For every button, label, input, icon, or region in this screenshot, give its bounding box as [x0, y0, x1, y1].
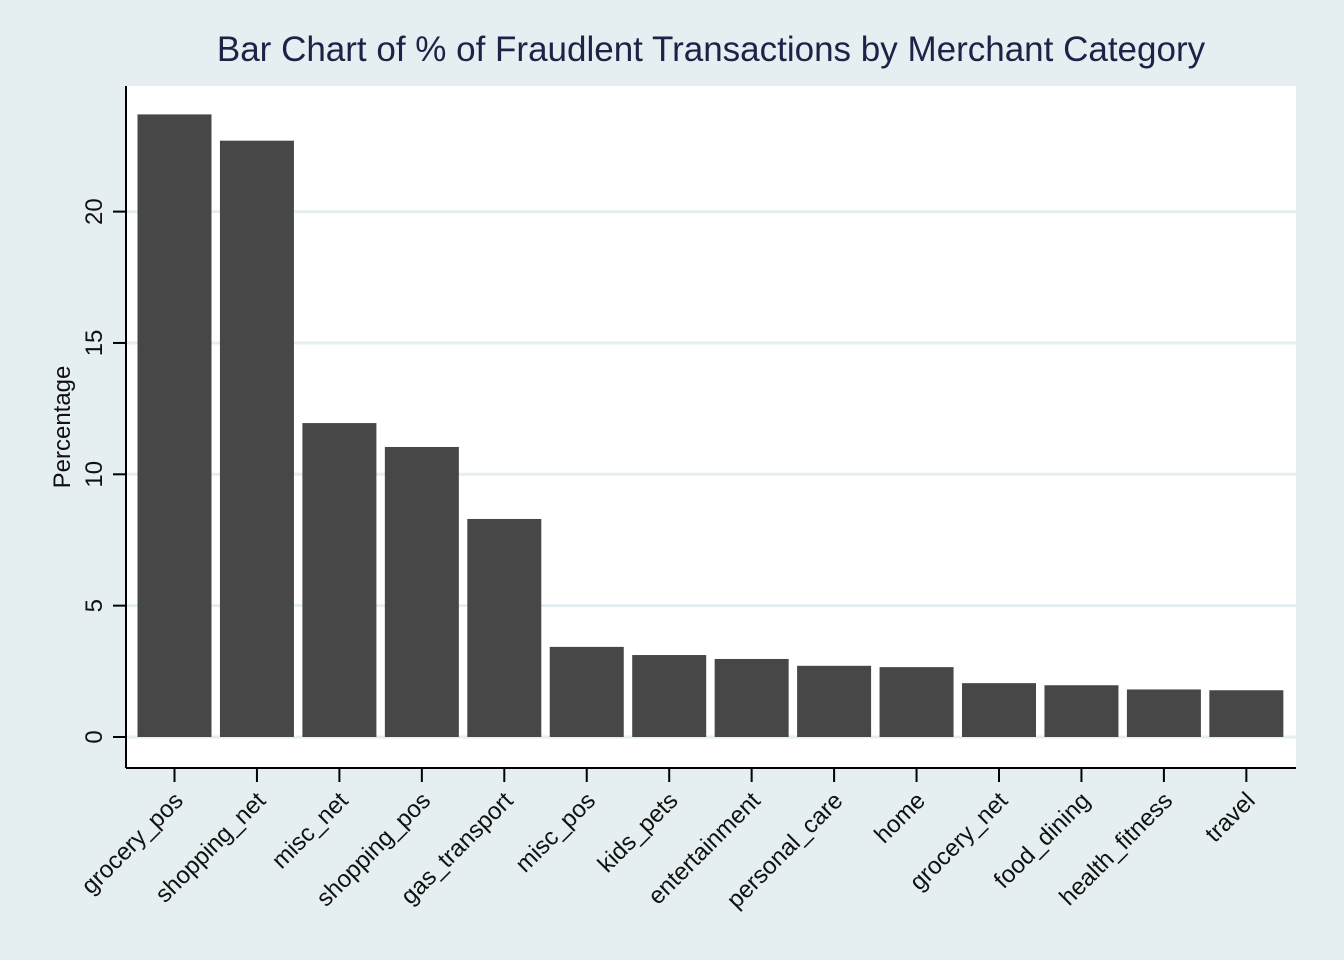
y-tick-label: 15	[81, 330, 108, 357]
y-tick-label: 5	[81, 599, 108, 612]
x-axis-ticks: grocery_posshopping_netmisc_netshopping_…	[76, 768, 1261, 914]
bar-food_dining	[1044, 685, 1119, 737]
x-tick-label: travel	[1200, 787, 1261, 848]
bar-gas_transport	[467, 518, 542, 737]
bars	[137, 114, 1284, 737]
bar-grocery_net	[962, 683, 1036, 737]
bar-kids_pets	[632, 655, 707, 737]
bar-health_fitness	[1126, 689, 1201, 737]
chart-title: Bar Chart of % of Fraudlent Transactions…	[217, 30, 1206, 69]
y-tick-label: 10	[81, 461, 108, 488]
x-tick-label: home	[869, 787, 931, 849]
x-tick-label: misc_net	[267, 787, 354, 874]
plot-area	[126, 86, 1296, 768]
bar-grocery_pos	[137, 114, 212, 737]
y-tick-label: 0	[81, 730, 108, 743]
bar-misc_pos	[549, 646, 624, 737]
bar-personal_care	[797, 665, 872, 737]
bar-travel	[1209, 690, 1284, 737]
y-tick-label: 20	[81, 198, 108, 225]
axes	[125, 86, 1296, 769]
bar-misc_net	[302, 423, 377, 737]
x-tick-label: misc_pos	[510, 787, 601, 878]
bar-shopping_net	[219, 140, 294, 737]
y-axis-ticks: 0 5 10 15 20	[81, 198, 126, 744]
bar-shopping_pos	[384, 446, 459, 737]
bar-home	[879, 667, 954, 737]
y-axis-title: Percentage	[49, 366, 76, 489]
bar-entertainment	[714, 658, 789, 737]
